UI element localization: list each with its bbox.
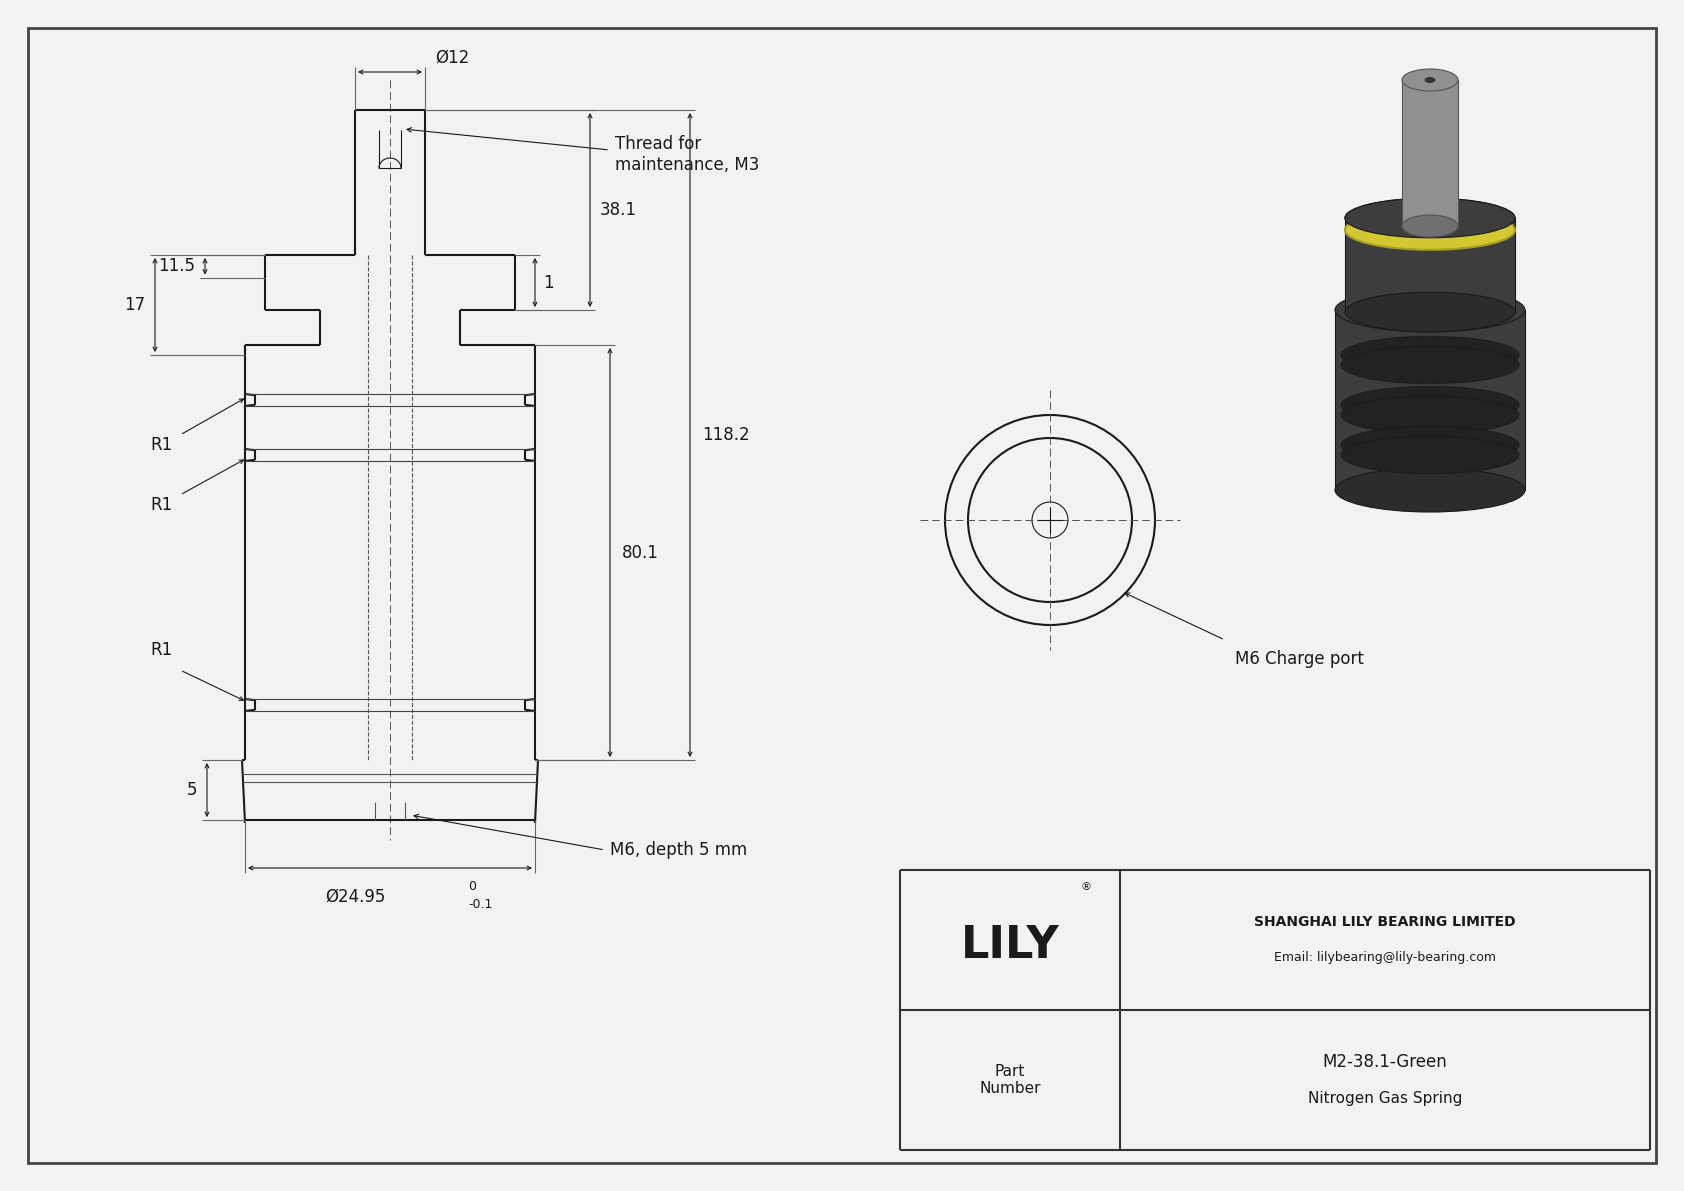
Ellipse shape <box>1346 210 1516 250</box>
Bar <box>1403 80 1458 226</box>
Text: 118.2: 118.2 <box>702 426 749 444</box>
Text: R1: R1 <box>150 641 172 659</box>
Bar <box>1346 218 1516 312</box>
Text: SHANGHAI LILY BEARING LIMITED: SHANGHAI LILY BEARING LIMITED <box>1255 915 1516 929</box>
Text: 1: 1 <box>542 274 554 292</box>
Text: 80.1: 80.1 <box>621 543 658 561</box>
Text: ®: ® <box>1079 883 1091 892</box>
Text: R1: R1 <box>150 495 172 515</box>
Text: 11.5: 11.5 <box>158 257 195 275</box>
Ellipse shape <box>1403 216 1458 237</box>
Text: Thread for
maintenance, M3: Thread for maintenance, M3 <box>615 135 759 174</box>
Ellipse shape <box>1340 336 1519 374</box>
Text: M6 Charge port: M6 Charge port <box>1234 650 1364 668</box>
Text: 38.1: 38.1 <box>600 201 637 219</box>
Ellipse shape <box>1340 397 1519 434</box>
Text: M2-38.1-Green: M2-38.1-Green <box>1322 1053 1447 1071</box>
Ellipse shape <box>1340 426 1519 463</box>
Text: LILY: LILY <box>960 923 1059 967</box>
Bar <box>1335 310 1526 490</box>
Ellipse shape <box>1346 198 1516 238</box>
Ellipse shape <box>1340 436 1519 474</box>
Text: -0.1: -0.1 <box>468 898 492 911</box>
Text: Ø24.95: Ø24.95 <box>325 888 386 906</box>
Text: M6, depth 5 mm: M6, depth 5 mm <box>610 841 748 859</box>
Text: 17: 17 <box>125 297 145 314</box>
Ellipse shape <box>1335 468 1526 512</box>
Text: Ø12: Ø12 <box>434 49 470 67</box>
Ellipse shape <box>1403 69 1458 91</box>
Text: Email: lilybearing@lily-bearing.com: Email: lilybearing@lily-bearing.com <box>1275 952 1495 965</box>
Text: Nitrogen Gas Spring: Nitrogen Gas Spring <box>1308 1091 1462 1105</box>
Ellipse shape <box>1340 347 1519 384</box>
Text: 5: 5 <box>187 781 197 799</box>
Ellipse shape <box>1335 288 1526 332</box>
Ellipse shape <box>1425 77 1435 82</box>
Ellipse shape <box>1346 292 1516 332</box>
Text: 0: 0 <box>468 880 477 893</box>
Text: R1: R1 <box>150 436 172 454</box>
Ellipse shape <box>1346 198 1516 238</box>
Ellipse shape <box>1340 386 1519 424</box>
Text: Part
Number: Part Number <box>980 1064 1041 1096</box>
